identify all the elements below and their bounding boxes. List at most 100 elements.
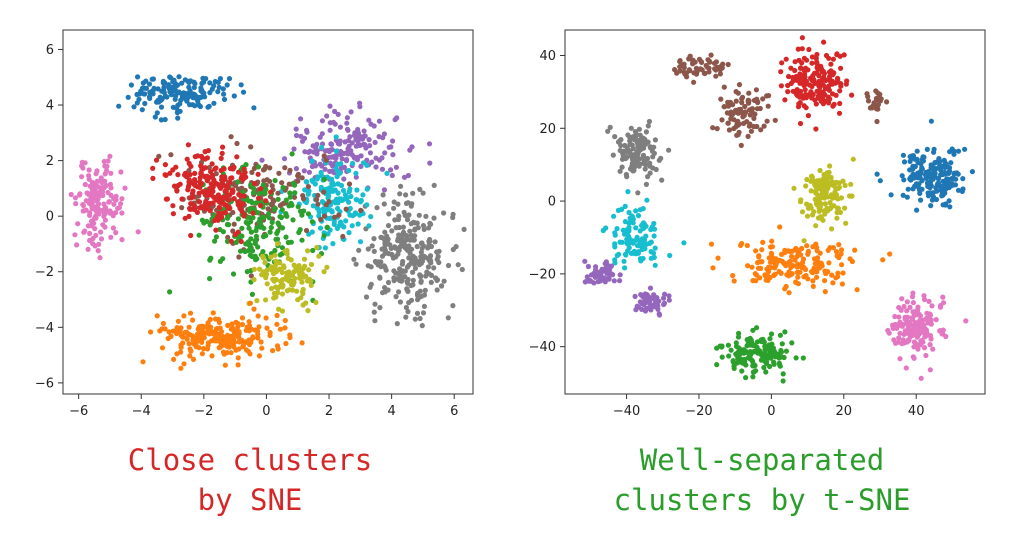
- data-point: [627, 141, 633, 147]
- data-point: [79, 163, 85, 169]
- data-point: [921, 296, 928, 303]
- data-point: [778, 354, 784, 360]
- data-point: [719, 117, 725, 123]
- data-point: [193, 341, 199, 347]
- data-point: [390, 138, 396, 144]
- data-point: [264, 325, 270, 331]
- data-point: [828, 61, 834, 67]
- data-point: [612, 241, 618, 247]
- data-point: [393, 294, 399, 300]
- data-point: [666, 297, 672, 303]
- data-point: [221, 91, 227, 97]
- data-point: [952, 182, 959, 188]
- data-point: [345, 127, 351, 133]
- data-point: [310, 203, 316, 209]
- data-point: [930, 166, 936, 172]
- cluster-0: [672, 52, 731, 85]
- data-point: [833, 179, 839, 185]
- data-point: [903, 365, 909, 371]
- data-point: [204, 155, 210, 161]
- data-point: [915, 331, 922, 337]
- data-point: [826, 87, 832, 93]
- data-point: [196, 190, 202, 196]
- data-point: [368, 264, 374, 270]
- data-point: [220, 144, 226, 150]
- data-point: [427, 160, 433, 166]
- data-point: [650, 154, 656, 160]
- data-point: [204, 173, 210, 179]
- data-point: [804, 213, 811, 219]
- data-point: [299, 279, 305, 285]
- data-point: [842, 205, 848, 211]
- data-point: [334, 174, 340, 180]
- data-point: [898, 307, 904, 313]
- data-point: [251, 277, 257, 283]
- data-point: [396, 289, 402, 295]
- data-point: [935, 176, 942, 182]
- y-tick-label: −4: [35, 321, 54, 336]
- data-point: [245, 239, 251, 245]
- data-point: [110, 225, 116, 231]
- data-point: [266, 211, 272, 217]
- data-point: [921, 322, 927, 328]
- data-point: [921, 293, 927, 299]
- data-point: [691, 79, 697, 85]
- data-point: [801, 238, 807, 244]
- data-point: [96, 241, 102, 247]
- cluster-9: [140, 300, 305, 371]
- data-point: [805, 248, 811, 254]
- data-point: [341, 164, 347, 170]
- data-point: [734, 121, 740, 127]
- data-point: [400, 268, 406, 274]
- data-point: [202, 94, 208, 100]
- data-point: [68, 191, 74, 198]
- data-point: [262, 260, 268, 266]
- data-point: [270, 266, 276, 272]
- data-point: [312, 181, 318, 187]
- data-point: [263, 198, 269, 204]
- data-point: [346, 167, 352, 174]
- data-point: [710, 265, 716, 271]
- data-point: [427, 220, 433, 226]
- data-point: [794, 77, 800, 83]
- plot-frame: [62, 29, 474, 395]
- data-point: [607, 124, 613, 130]
- data-point: [830, 56, 836, 62]
- cluster-0: [116, 74, 257, 123]
- data-point: [236, 191, 242, 198]
- data-point: [108, 170, 114, 176]
- data-point: [318, 169, 324, 176]
- data-point: [908, 177, 914, 183]
- data-point: [275, 286, 281, 292]
- data-point: [275, 196, 281, 202]
- data-point: [677, 58, 683, 64]
- data-point: [926, 168, 932, 175]
- data-point: [251, 266, 257, 272]
- data-point: [391, 268, 397, 274]
- data-point: [769, 238, 775, 244]
- data-point: [789, 340, 795, 346]
- data-point: [329, 186, 335, 192]
- data-point: [797, 199, 804, 205]
- data-point: [336, 141, 343, 147]
- data-point: [712, 66, 718, 72]
- data-point: [412, 265, 419, 271]
- data-point: [937, 163, 943, 169]
- data-point: [827, 200, 833, 206]
- data-point: [371, 123, 377, 129]
- data-point: [804, 201, 810, 207]
- data-point: [785, 89, 791, 95]
- data-point: [914, 207, 920, 213]
- data-point: [814, 178, 820, 184]
- data-point: [619, 206, 625, 212]
- data-point: [195, 326, 201, 332]
- data-point: [888, 192, 894, 198]
- data-point: [338, 182, 345, 189]
- data-point: [404, 217, 411, 223]
- data-point: [606, 276, 612, 282]
- data-point: [231, 196, 237, 202]
- data-point: [279, 284, 286, 290]
- data-point: [298, 133, 304, 139]
- data-point: [915, 320, 921, 326]
- data-point: [118, 201, 124, 207]
